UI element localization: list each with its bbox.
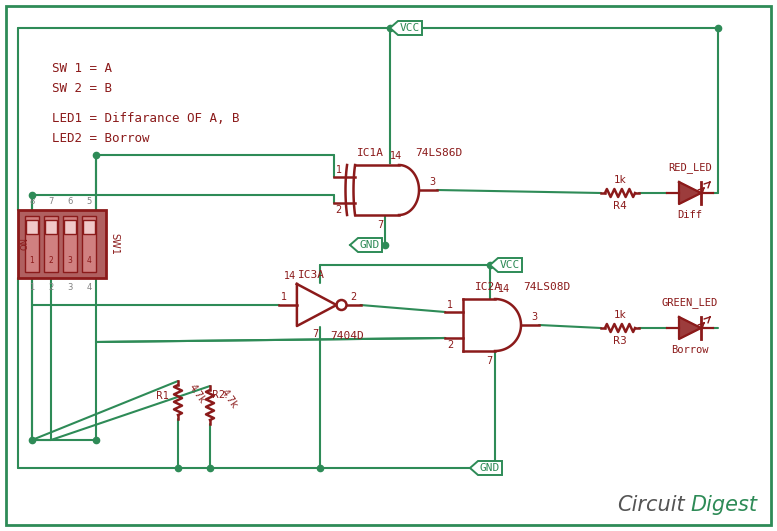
- Text: 1: 1: [30, 283, 35, 292]
- Text: GND: GND: [360, 240, 380, 250]
- Text: GREEN_LED: GREEN_LED: [662, 297, 718, 308]
- Text: IC3A: IC3A: [298, 270, 325, 280]
- Polygon shape: [470, 461, 502, 475]
- Text: 2: 2: [448, 340, 454, 350]
- Text: 1: 1: [448, 300, 454, 310]
- Text: 3: 3: [68, 283, 73, 292]
- Text: R1: R1: [156, 391, 169, 401]
- Text: 7: 7: [377, 220, 383, 230]
- Text: 7404D: 7404D: [330, 331, 364, 341]
- FancyBboxPatch shape: [82, 216, 96, 272]
- Text: VCC: VCC: [500, 260, 520, 270]
- Text: ON: ON: [21, 237, 30, 251]
- Text: 6: 6: [68, 197, 73, 206]
- FancyBboxPatch shape: [18, 210, 106, 278]
- Polygon shape: [354, 165, 419, 215]
- FancyBboxPatch shape: [6, 6, 771, 525]
- Text: 14: 14: [284, 271, 296, 281]
- Text: LED2 = Borrow: LED2 = Borrow: [52, 132, 149, 145]
- Text: 2: 2: [48, 283, 54, 292]
- Text: Borrow: Borrow: [671, 345, 709, 355]
- FancyBboxPatch shape: [26, 220, 38, 234]
- Text: R3: R3: [613, 336, 627, 346]
- FancyBboxPatch shape: [25, 216, 39, 272]
- Text: 5: 5: [86, 197, 92, 206]
- Text: 2: 2: [49, 256, 54, 265]
- Polygon shape: [679, 182, 701, 204]
- FancyBboxPatch shape: [45, 220, 57, 234]
- Text: 3: 3: [531, 312, 537, 322]
- Text: 2: 2: [350, 292, 357, 302]
- FancyBboxPatch shape: [44, 216, 58, 272]
- Text: 8: 8: [30, 197, 35, 206]
- Text: Circuit: Circuit: [617, 495, 685, 515]
- Text: 4.7k: 4.7k: [219, 388, 239, 410]
- FancyBboxPatch shape: [83, 220, 95, 234]
- Text: IC2A: IC2A: [475, 282, 502, 292]
- Text: R4: R4: [613, 201, 627, 211]
- FancyBboxPatch shape: [63, 216, 77, 272]
- Text: 3: 3: [429, 177, 435, 187]
- Text: 3: 3: [68, 256, 72, 265]
- Text: RED_LED: RED_LED: [668, 162, 712, 173]
- Text: 1: 1: [281, 292, 287, 302]
- Text: LED1 = Diffarance OF A, B: LED1 = Diffarance OF A, B: [52, 112, 239, 125]
- Polygon shape: [463, 299, 521, 351]
- Text: 7: 7: [486, 356, 492, 366]
- Text: 1k: 1k: [614, 310, 626, 320]
- Text: 4: 4: [86, 283, 92, 292]
- Polygon shape: [490, 258, 522, 272]
- Text: SW 2 = B: SW 2 = B: [52, 82, 112, 95]
- Text: Digest: Digest: [690, 495, 757, 515]
- Polygon shape: [679, 317, 701, 339]
- Text: 4.7k: 4.7k: [187, 382, 207, 406]
- Text: 4: 4: [86, 256, 92, 265]
- Text: GND: GND: [480, 463, 500, 473]
- Text: 1: 1: [336, 165, 342, 175]
- Polygon shape: [297, 284, 336, 326]
- Text: 1: 1: [30, 256, 34, 265]
- Text: 14: 14: [390, 151, 402, 161]
- Circle shape: [336, 300, 347, 310]
- Polygon shape: [350, 238, 382, 252]
- Text: VCC: VCC: [400, 23, 420, 33]
- Text: 1k: 1k: [614, 175, 626, 185]
- Text: IC1A: IC1A: [357, 148, 384, 158]
- Text: SW1: SW1: [109, 233, 119, 255]
- Text: 74LS08D: 74LS08D: [523, 282, 570, 292]
- Text: 7: 7: [312, 329, 318, 339]
- Polygon shape: [390, 21, 422, 35]
- FancyBboxPatch shape: [64, 220, 76, 234]
- Text: 2: 2: [336, 205, 342, 215]
- Text: Diff: Diff: [678, 210, 702, 220]
- Text: 74LS86D: 74LS86D: [415, 148, 462, 158]
- Text: SW 1 = A: SW 1 = A: [52, 62, 112, 75]
- Text: 14: 14: [498, 284, 510, 294]
- Text: R2: R2: [212, 390, 225, 400]
- Text: 7: 7: [48, 197, 54, 206]
